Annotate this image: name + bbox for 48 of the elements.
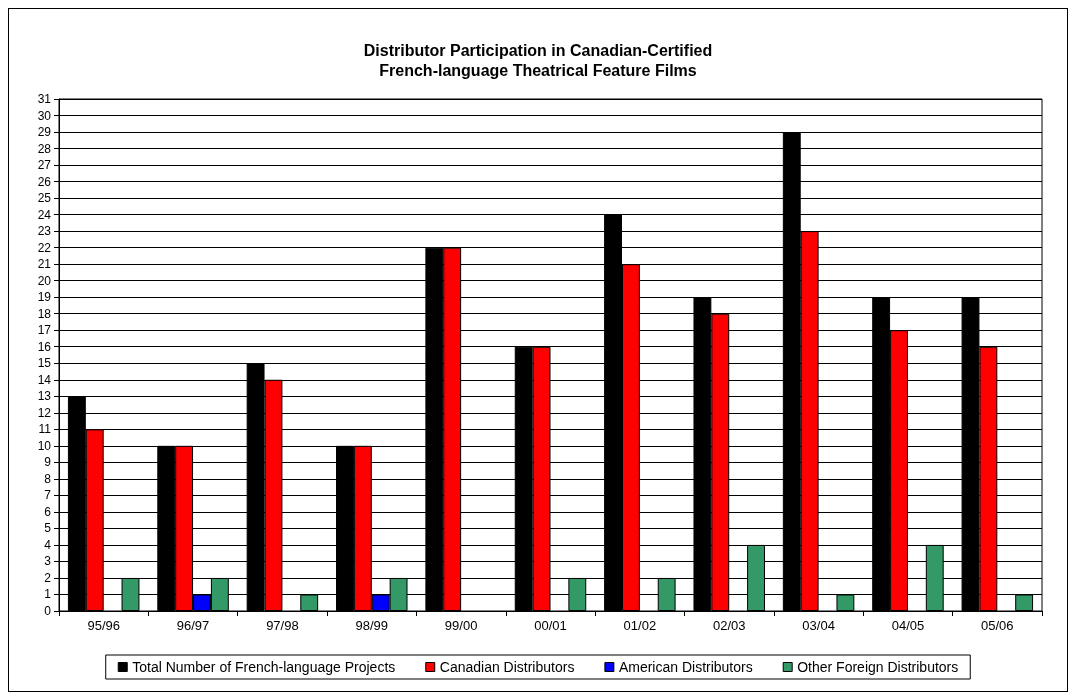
y-tick-label: 8 (44, 471, 52, 486)
y-tick-label: 18 (37, 306, 52, 321)
y-tick-label: 20 (37, 273, 52, 288)
legend-label: American Distributors (618, 659, 753, 675)
y-tick-label: 29 (37, 125, 52, 140)
legend-label: Canadian Distributors (439, 659, 575, 675)
y-tick-label: 14 (37, 372, 52, 387)
y-tick-label: 31 (37, 92, 52, 106)
y-tick-label: 10 (37, 438, 52, 453)
x-tick-label: 98/99 (355, 618, 389, 633)
y-tick-label: 27 (37, 158, 52, 173)
y-tick-label: 21 (37, 257, 52, 272)
x-tick-label: 02/03 (712, 618, 746, 633)
y-tick-label: 16 (37, 339, 52, 354)
y-tick-label: 0 (44, 604, 52, 618)
y-tick-label: 4 (44, 537, 52, 552)
y-tick-label: 25 (37, 191, 52, 206)
y-tick-label: 19 (37, 290, 52, 305)
y-tick-label: 2 (44, 570, 52, 585)
x-tick-label: 00/01 (534, 618, 567, 633)
x-tick-label: 04/05 (891, 618, 925, 633)
y-tick-label: 11 (38, 422, 52, 437)
chart-title: Distributor Participation in Canadian-Certified French-language Theatrical Feature Films (363, 41, 713, 79)
x-tick-label: 03/04 (802, 618, 835, 633)
y-tick-label: 30 (37, 108, 52, 123)
y-tick-label: 22 (37, 240, 52, 255)
x-tick-label: 97/98 (266, 618, 299, 633)
y-tick-label: 26 (37, 174, 52, 189)
y-tick-label: 3 (44, 554, 52, 569)
x-tick-label: 99/00 (444, 618, 478, 633)
y-tick-label: 13 (37, 389, 52, 404)
y-tick-label: 28 (37, 141, 52, 156)
y-tick-label: 6 (44, 504, 52, 519)
legend-label: Total Number of French-language Projects (132, 659, 396, 675)
y-tick-label: 7 (44, 488, 52, 503)
y-tick-label: 12 (37, 405, 52, 420)
y-tick-label: 15 (37, 356, 52, 371)
legend-label: Other Foreign Distributors (797, 659, 959, 675)
x-tick-label: 95/96 (87, 618, 120, 633)
x-tick-label: 05/06 (981, 618, 1014, 633)
y-tick-label: 24 (37, 207, 52, 222)
x-tick-label: 01/02 (623, 618, 657, 633)
y-tick-label: 9 (44, 455, 52, 470)
y-tick-label: 17 (37, 323, 52, 338)
x-tick-label: 96/97 (176, 618, 210, 633)
y-tick-label: 23 (37, 224, 52, 239)
y-tick-label: 5 (44, 521, 52, 536)
y-tick-label: 1 (44, 587, 52, 602)
